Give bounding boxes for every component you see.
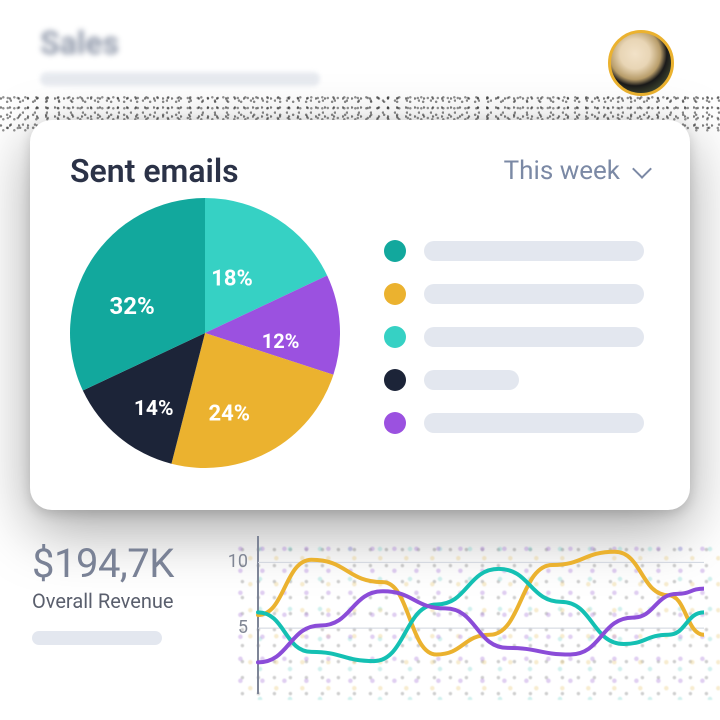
card-title: Sent emails <box>70 152 239 190</box>
y-axis-tick-label: 5 <box>224 617 248 638</box>
sent-emails-card: Sent emails This week 18% 12% 24% 14% 32% <box>30 120 690 510</box>
legend-label-placeholder <box>424 370 519 390</box>
legend-dot <box>384 283 406 305</box>
legend-label-placeholder <box>424 241 644 261</box>
pie-slice-label: 12% <box>262 329 300 353</box>
legend-row <box>384 369 644 391</box>
revenue-value: $194,7K <box>32 540 174 587</box>
revenue-bar-placeholder <box>32 631 162 645</box>
pie-slice-label: 32% <box>109 292 154 320</box>
pie-slice-label: 24% <box>209 402 251 427</box>
revenue-block: $194,7K Overall Revenue <box>32 540 174 645</box>
legend-row <box>384 412 644 434</box>
avatar[interactable] <box>608 30 674 96</box>
legend-label-placeholder <box>424 327 644 347</box>
y-axis-tick-label: 10 <box>224 551 248 572</box>
revenue-label: Overall Revenue <box>32 589 174 613</box>
page-title: Sales <box>40 24 320 62</box>
chevron-down-icon <box>634 166 650 176</box>
pie-slice-label: 18% <box>211 267 253 292</box>
legend-row <box>384 326 644 348</box>
period-selector[interactable]: This week <box>504 156 650 186</box>
legend-dot <box>384 412 406 434</box>
wave-series-teal <box>258 569 704 661</box>
legend-row <box>384 283 644 305</box>
breadcrumb-placeholder <box>40 72 320 86</box>
period-label: This week <box>504 156 620 186</box>
legend-label-placeholder <box>424 413 644 433</box>
legend-row <box>384 240 644 262</box>
legend-dot <box>384 369 406 391</box>
legend-label-placeholder <box>424 284 644 304</box>
legend-dot <box>384 326 406 348</box>
legend <box>384 232 650 434</box>
pie-chart: 18% 12% 24% 14% 32% <box>70 198 340 468</box>
legend-dot <box>384 240 406 262</box>
wave-series-amber <box>258 552 704 655</box>
pie-slice-label: 14% <box>134 397 174 421</box>
wave-chart: 10 5 <box>224 530 704 700</box>
page-header: Sales <box>40 24 680 96</box>
